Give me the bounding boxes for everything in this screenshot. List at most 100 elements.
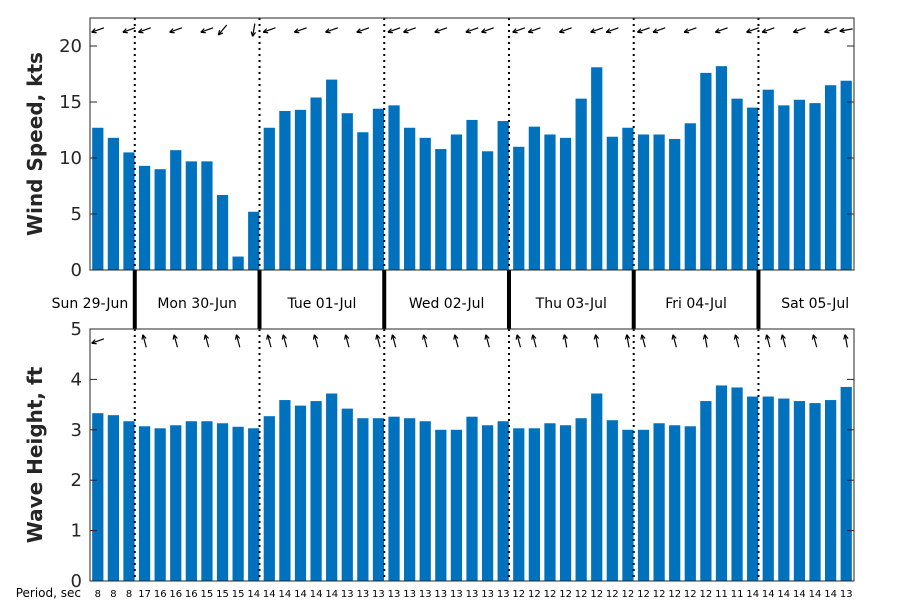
period-value: 12 [653, 589, 666, 600]
wave-height-panel: 0 1 2 3 4 5 Wave Height, ft [23, 319, 855, 592]
period-value: 12 [668, 589, 681, 600]
direction-arrow-icon [262, 27, 276, 34]
direction-arrow-icon [325, 27, 338, 34]
day-label: Sat 05-Jul [781, 296, 849, 312]
wind-bar [419, 137, 431, 270]
direction-arrow-icon [811, 334, 818, 348]
wind-bar [170, 150, 182, 270]
period-value: 14 [793, 589, 806, 600]
period-value: 13 [388, 589, 401, 600]
wave-bar [731, 387, 743, 581]
y-tick-label: 4 [71, 369, 82, 390]
period-value: 12 [559, 589, 572, 600]
wave-bar [481, 425, 494, 581]
wind-bar [138, 165, 151, 270]
y-tick-label: 5 [71, 204, 82, 225]
wind-bar [201, 161, 213, 270]
direction-arrow-icon [746, 27, 759, 34]
direction-arrow-icon [515, 334, 522, 348]
wind-bar [232, 256, 244, 270]
wind-bar [107, 137, 119, 270]
period-value: 13 [419, 589, 432, 600]
y-tick-label: 0 [71, 571, 82, 592]
y-tick-label: 5 [71, 319, 82, 340]
wind-bar [731, 98, 743, 270]
wind-bar [622, 127, 634, 270]
direction-arrow-icon [624, 334, 631, 348]
wave-bar [216, 423, 229, 581]
period-value: 12 [528, 589, 541, 600]
direction-arrow-icon [434, 27, 448, 34]
wave-bar [793, 401, 806, 581]
period-value: 14 [762, 589, 775, 600]
wave-bar [528, 428, 540, 581]
wave-bar [715, 385, 728, 581]
period-value: 14 [777, 589, 790, 600]
wind-bar [154, 169, 166, 270]
direction-arrow-icon [200, 27, 214, 34]
day-label: Sun 29-Jun [52, 296, 129, 312]
period-value: 12 [622, 589, 635, 600]
wave-bar [232, 426, 244, 581]
direction-arrow-icon [481, 27, 494, 34]
direction-arrow-icon [390, 334, 397, 348]
wind-bar [481, 151, 494, 270]
wind-bar [326, 79, 338, 270]
wave-bar [279, 400, 291, 581]
period-value: 15 [232, 589, 245, 600]
wind-bar [544, 134, 556, 270]
wave-bar [404, 418, 416, 581]
wind-bar [216, 194, 229, 270]
wave-bar [653, 423, 665, 581]
direction-arrow-icon [843, 334, 849, 348]
wave-bar [809, 403, 821, 581]
wave-bar [326, 393, 338, 581]
period-value: 13 [497, 589, 510, 600]
period-value: 8 [110, 589, 116, 600]
wave-bar [559, 425, 572, 581]
direction-arrow-icon [792, 27, 806, 34]
direction-arrow-icon [484, 334, 490, 348]
wind-bar [341, 113, 353, 270]
wind-bar [294, 109, 307, 270]
wind-bar [92, 127, 104, 270]
wind-bar [513, 146, 525, 270]
wind-bar [840, 80, 852, 270]
period-value: 16 [185, 589, 198, 600]
y-tick-label: 1 [71, 521, 82, 542]
period-value: 13 [357, 589, 370, 600]
period-value: 13 [341, 589, 354, 600]
direction-arrow-icon [652, 27, 666, 34]
direction-arrow-icon [562, 334, 568, 348]
wave-bar [170, 425, 182, 581]
day-label: Wed 02-Jul [409, 296, 485, 312]
direction-arrow-icon [91, 338, 105, 345]
wind-axis-title: Wind Speed, kts [23, 52, 47, 236]
wave-bar [372, 418, 385, 581]
wind-bar [528, 126, 540, 270]
wind-bar [778, 105, 790, 270]
wind-bar [123, 152, 135, 270]
wind-bar [559, 137, 572, 270]
wave-bar [123, 421, 135, 581]
wave-bar [450, 429, 463, 581]
period-value: 16 [154, 589, 167, 600]
direction-arrow-icon [122, 27, 136, 34]
wave-bar [341, 408, 353, 581]
direction-arrow-icon [169, 27, 183, 34]
y-tick-label: 10 [59, 148, 82, 169]
wave-bar [419, 421, 431, 581]
wave-bar [637, 429, 650, 581]
wind-bar [715, 66, 728, 270]
wind-bar [591, 67, 603, 270]
day-label: Thu 03-Jul [535, 296, 607, 312]
wave-bar [497, 421, 509, 581]
direction-arrow-icon [217, 24, 228, 36]
direction-arrow-icon [465, 27, 479, 34]
wind-bar [388, 105, 400, 270]
period-value: 14 [279, 589, 292, 600]
direction-arrow-icon [714, 27, 728, 34]
wind-bar [450, 134, 463, 270]
period-value: 13 [481, 589, 494, 600]
wind-bar [669, 138, 681, 270]
